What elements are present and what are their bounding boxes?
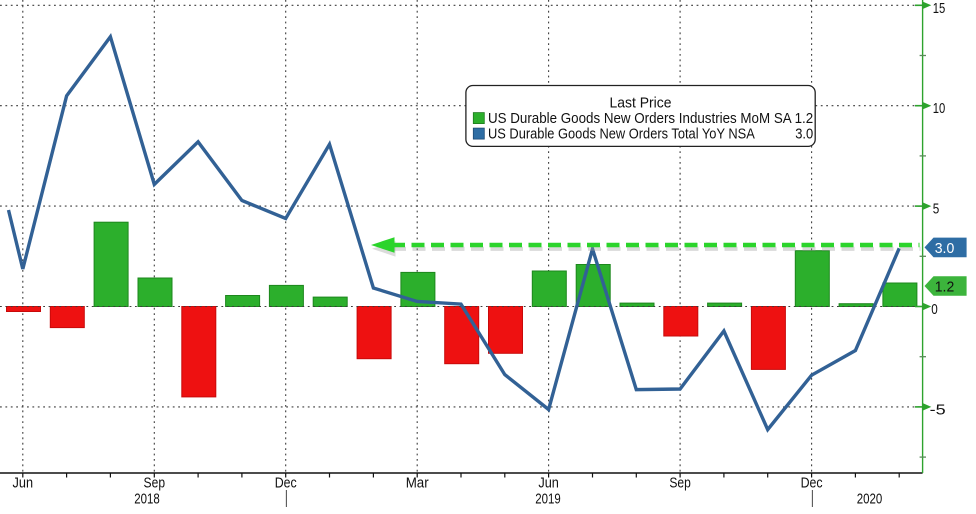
svg-text:2019: 2019	[535, 491, 561, 508]
svg-text:Sep: Sep	[669, 475, 691, 492]
svg-text:3.0: 3.0	[935, 240, 955, 257]
svg-text:Dec: Dec	[801, 475, 823, 492]
svg-text:-5: -5	[930, 401, 946, 418]
svg-text:5: 5	[933, 201, 940, 218]
svg-text:10: 10	[933, 100, 946, 117]
svg-text:Jun: Jun	[538, 475, 559, 492]
svg-text:15: 15	[933, 0, 946, 17]
svg-text:Dec: Dec	[275, 475, 297, 492]
svg-text:Sep: Sep	[144, 475, 166, 492]
svg-text:2020: 2020	[857, 491, 883, 508]
svg-text:2018: 2018	[134, 491, 160, 508]
svg-text:Mar: Mar	[406, 475, 429, 492]
svg-text:Last Price: Last Price	[610, 95, 672, 112]
svg-text:0: 0	[931, 301, 938, 318]
svg-text:Jun: Jun	[13, 475, 34, 492]
svg-text:1.2: 1.2	[935, 279, 955, 296]
svg-text:3.0: 3.0	[795, 125, 813, 142]
svg-text:US Durable Goods New Orders In: US Durable Goods New Orders Industries M…	[488, 110, 813, 127]
svg-text:US Durable Goods New Orders To: US Durable Goods New Orders Total YoY NS…	[488, 125, 755, 142]
